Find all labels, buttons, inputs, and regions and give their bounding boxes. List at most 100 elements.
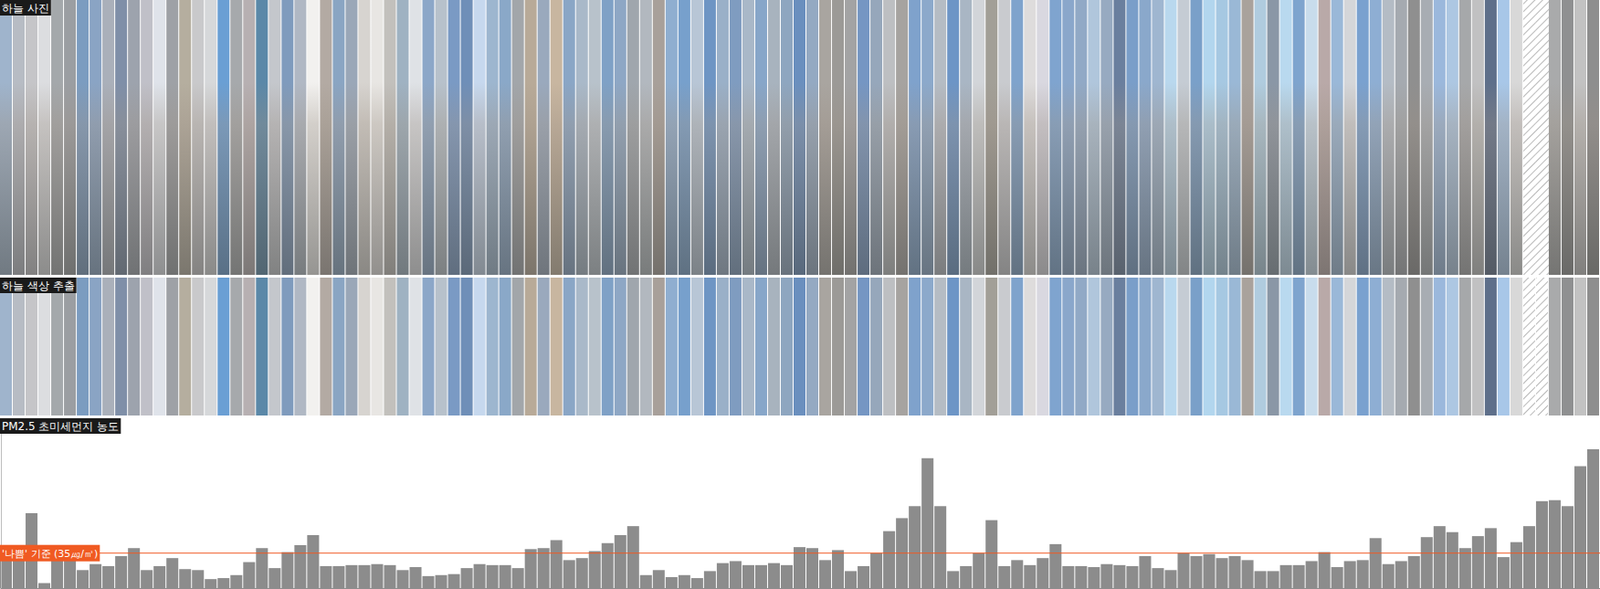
bar — [921, 458, 934, 589]
bar — [525, 548, 537, 589]
color-swatch — [640, 277, 653, 416]
color-swatch — [627, 277, 640, 416]
photo-slice — [1138, 0, 1151, 275]
color-swatch — [1203, 277, 1216, 416]
panel-label: PM2.5 초미세먼지 농도 — [0, 418, 121, 434]
bar — [1357, 559, 1369, 589]
photo-slice — [883, 0, 895, 275]
color-swatch — [1280, 277, 1293, 416]
photo-slice — [1062, 0, 1074, 275]
bar — [1408, 556, 1421, 589]
photo-slice — [268, 0, 281, 275]
color-swatch — [1229, 277, 1242, 416]
photo-slice — [178, 0, 191, 275]
bar — [1267, 570, 1280, 589]
photo-slice — [51, 0, 64, 275]
color-swatch — [1023, 277, 1036, 416]
bar — [1459, 547, 1472, 589]
bar — [140, 569, 153, 589]
bar — [972, 553, 985, 589]
photo-slice — [678, 0, 691, 275]
color-swatch — [230, 277, 243, 416]
photo-slice — [357, 0, 370, 275]
color-swatch — [1126, 277, 1138, 416]
photo-slice — [665, 0, 678, 275]
bar — [704, 570, 716, 589]
photo-slice — [716, 0, 729, 275]
color-swatch — [985, 277, 998, 416]
photo-slice — [729, 0, 742, 275]
color-swatch — [601, 277, 614, 416]
bar — [1433, 526, 1446, 589]
photo-slice — [306, 0, 319, 275]
color-swatch — [525, 277, 537, 416]
figure: 하늘 사진하늘 색상 추출'나쁨' 기준 (35㎍/㎥)PM2.5 초미세먼지 … — [0, 0, 1600, 589]
color-swatch — [537, 277, 550, 416]
photo-slice — [601, 0, 614, 275]
photo-slice — [1421, 0, 1433, 275]
color-swatch — [831, 277, 844, 416]
color-swatch — [1100, 277, 1113, 416]
bar — [230, 575, 243, 589]
bar — [831, 549, 844, 589]
photo-slice — [537, 0, 550, 275]
color-swatch — [857, 277, 870, 416]
y-axis — [0, 419, 2, 589]
color-swatch — [1062, 277, 1074, 416]
photo-slice — [640, 0, 653, 275]
color-swatch — [63, 277, 76, 416]
bar — [512, 568, 525, 589]
color-swatch — [115, 277, 127, 416]
bar — [422, 576, 435, 589]
bar — [319, 566, 332, 589]
photo-slice — [1484, 0, 1497, 275]
bar — [1087, 567, 1100, 589]
photo-slice — [755, 0, 768, 275]
bar — [883, 531, 895, 589]
bar — [1177, 553, 1190, 589]
photo-slice — [332, 0, 345, 275]
photo-slice — [217, 0, 230, 275]
photo-slice — [25, 0, 38, 275]
photo-slice — [525, 0, 537, 275]
photo-slice — [959, 0, 972, 275]
bar — [908, 505, 921, 589]
color-swatch — [166, 277, 179, 416]
photo-slice — [12, 0, 25, 275]
color-swatch — [204, 277, 217, 416]
bar — [1280, 565, 1293, 589]
threshold: '나쁨' 기준 (35㎍/㎥) — [0, 545, 1600, 562]
panel-label: 하늘 사진 — [0, 0, 52, 16]
photo-slice — [486, 0, 499, 275]
photo-slice — [576, 0, 589, 275]
photo-slice — [1267, 0, 1280, 275]
photo-slice — [1216, 0, 1229, 275]
bar — [678, 575, 691, 589]
photo-slice — [1331, 0, 1344, 275]
photo-slice — [1305, 0, 1318, 275]
photo-slice — [345, 0, 358, 275]
color-swatch — [0, 277, 12, 416]
color-swatch — [499, 277, 512, 416]
photo-slice — [1357, 0, 1369, 275]
photo-slice — [1177, 0, 1190, 275]
photo-slice — [589, 0, 601, 275]
bar — [934, 505, 947, 589]
bar — [1421, 536, 1433, 589]
bar — [153, 566, 166, 589]
bar — [357, 565, 370, 589]
photo-slice — [512, 0, 525, 275]
missing-color — [1536, 277, 1548, 416]
bar — [1523, 526, 1536, 589]
bar — [76, 569, 89, 589]
bar — [537, 547, 550, 589]
color-swatch — [844, 277, 857, 416]
missing-photo — [1523, 0, 1537, 275]
photo-slice — [614, 0, 627, 275]
color-swatch — [1484, 277, 1497, 416]
photo-slice — [422, 0, 435, 275]
x-axis — [0, 588, 1600, 589]
bar — [204, 578, 217, 589]
color-swatch — [383, 277, 396, 416]
color-swatch — [563, 277, 576, 416]
